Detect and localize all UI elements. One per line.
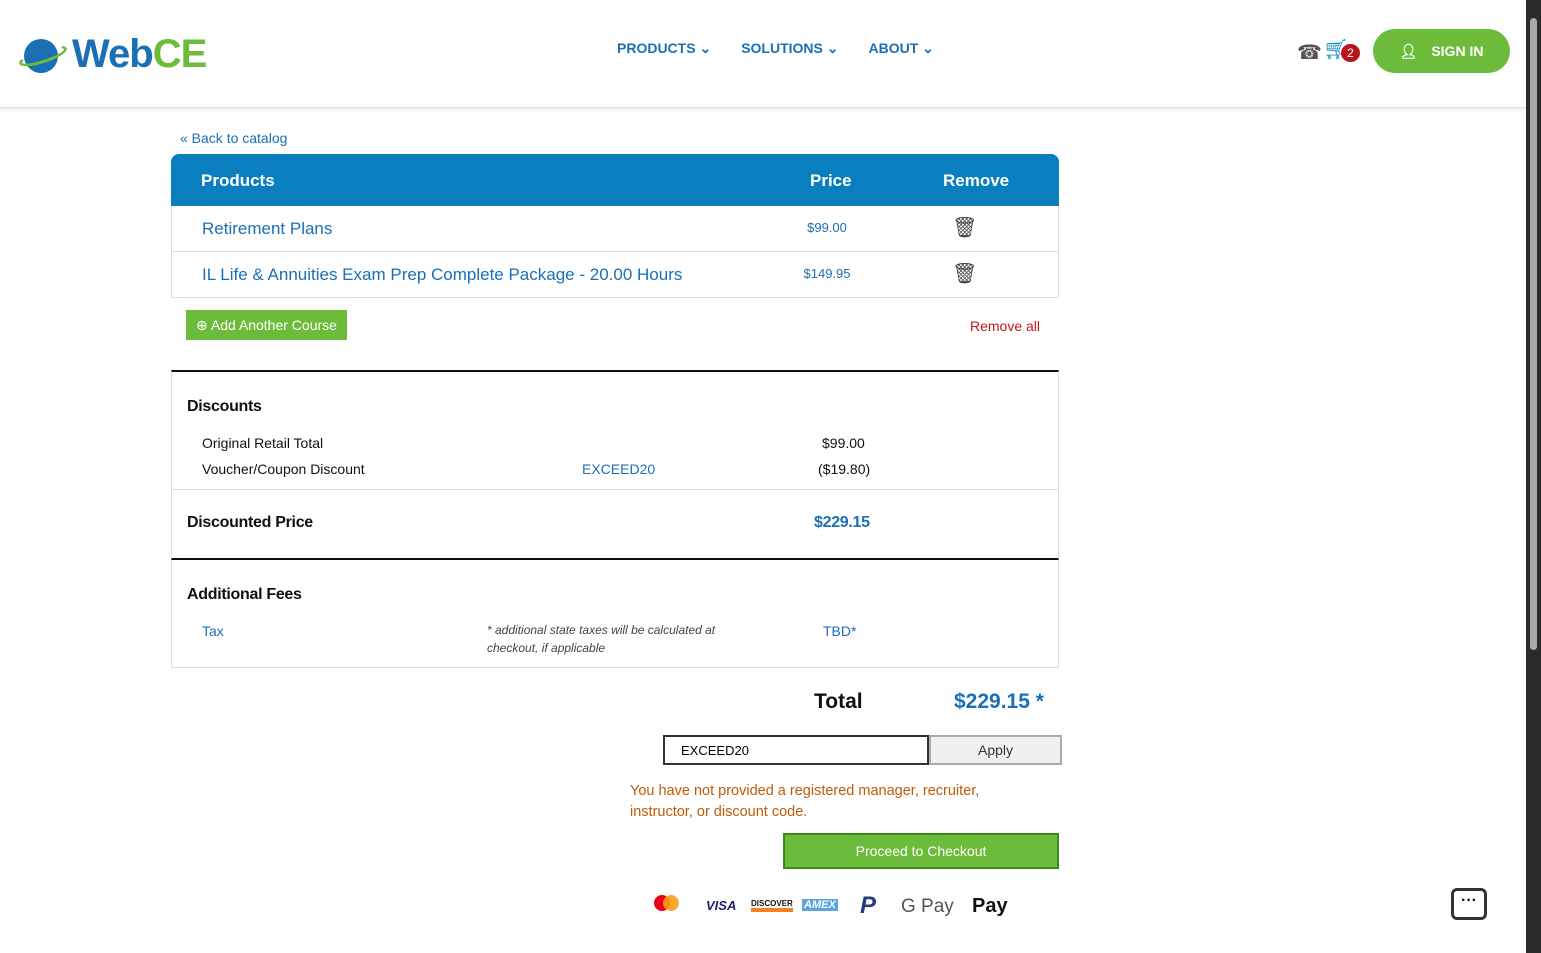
remove-trash-icon[interactable]: 🗑︎ [952,217,978,239]
amex-icon: AMEX [802,899,838,911]
original-total-value: $99.00 [822,435,865,451]
table-row: Retirement Plans $99.00 🗑︎ [171,206,1059,252]
cart-table-header: Products Price Remove [171,154,1059,206]
remove-header: Remove [943,171,1010,190]
mastercard-icon [654,895,679,914]
product-name[interactable]: IL Life & Annuities Exam Prep Complete P… [202,265,683,284]
products-header: Products [201,171,275,190]
tax-note: * additional state taxes will be calcula… [487,623,716,655]
price-header: Price [810,171,852,190]
paypal-icon: P [860,892,877,919]
discounts-section: Discounts Original Retail Total $99.00 V… [171,370,1059,490]
voucher-code: EXCEED20 [582,461,656,477]
sign-in-label: SIGN IN [1431,43,1484,59]
remove-all-link[interactable]: Remove all [970,318,1041,334]
apply-button[interactable]: Apply [929,735,1062,765]
voucher-label: Voucher/Coupon Discount [202,461,365,477]
proceed-to-checkout-button[interactable]: Proceed to Checkout [783,833,1059,869]
nav-products[interactable]: PRODUCTS [617,40,711,57]
google-pay-icon: G Pay [901,896,954,917]
webce-logo[interactable]: WebCE [17,32,208,77]
remove-trash-icon[interactable]: 🗑︎ [952,263,978,285]
scrollbar[interactable] [1526,0,1541,953]
additional-fees-section: Additional Fees Tax * additional state t… [171,560,1059,668]
product-name[interactable]: Retirement Plans [202,219,333,238]
plus-circle-icon: ⊕ [196,317,208,333]
chat-icon[interactable]: ··· [1451,888,1487,920]
apple-pay-label: Pay [972,895,1008,917]
total-label: Total [814,690,863,713]
phone-icon[interactable]: ☎ [1297,42,1322,64]
tax-value: TBD* [823,623,857,639]
discover-icon: DISCOVER [751,899,793,912]
original-total-label: Original Retail Total [202,435,324,451]
cart-count-badge: 2 [1341,44,1360,62]
tax-label: Tax [202,623,224,639]
error-message: You have not provided a registered manag… [630,783,980,820]
visa-icon: VISA [706,898,737,913]
add-course-label: Add Another Course [210,317,337,333]
discounts-title: Discounts [187,398,262,415]
discount-code-input[interactable] [663,735,929,765]
site-header: WebCE PRODUCTS SOLUTIONS ABOUT ☎ 🛒︎ 2 👤︎… [0,0,1526,108]
apple-pay-icon: Pay [972,895,1008,918]
add-another-course-button[interactable]: ⊕ Add Another Course [186,310,347,340]
nav-about[interactable]: ABOUT [868,40,933,57]
total-value: $229.15 * [954,690,1044,713]
sign-in-button[interactable]: 👤︎ SIGN IN [1373,29,1510,73]
fees-title: Additional Fees [187,586,302,603]
product-price: $99.00 [807,220,847,235]
table-row: IL Life & Annuities Exam Prep Complete P… [171,252,1059,298]
logo-ce: CE [152,32,208,76]
discounted-price-label: Discounted Price [187,514,313,531]
user-icon: 👤︎ [1399,42,1418,59]
scrollbar-thumb[interactable] [1530,18,1537,650]
back-to-catalog-link[interactable]: « Back to catalog [180,130,288,146]
main-nav: PRODUCTS SOLUTIONS ABOUT [617,40,934,57]
voucher-value: ($19.80) [818,461,871,477]
discounted-price-value: $229.15 [814,514,870,531]
discounted-price-section: Discounted Price $229.15 [171,489,1059,560]
product-price: $149.95 [803,266,851,281]
globe-icon [17,37,69,73]
nav-solutions[interactable]: SOLUTIONS [741,40,838,57]
logo-web: Web [72,32,154,76]
